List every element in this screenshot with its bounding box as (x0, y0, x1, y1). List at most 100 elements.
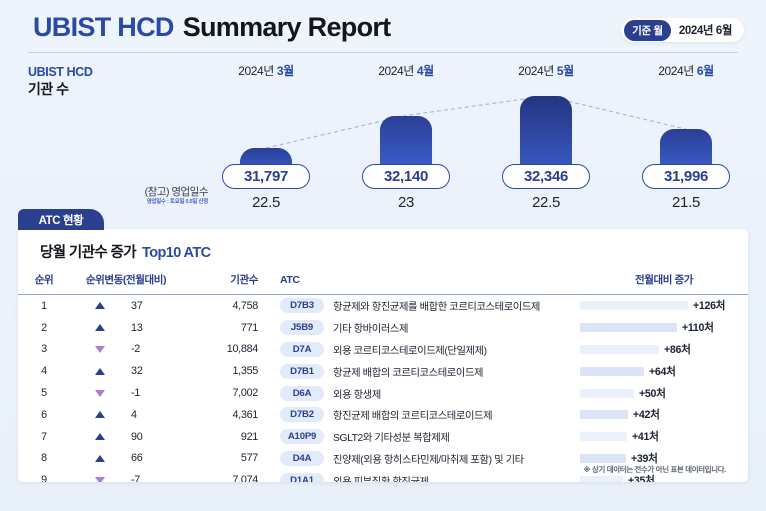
table-row[interactable]: 1 37 4,758 D7B3 항균제와 항진균제를 배합한 코르티코스테로이드제 +12… (18, 295, 748, 317)
cell-increase: +50처 (580, 382, 748, 404)
cell-atc: D7B1 항균제 배합의 코르티코스테로이드제 (280, 360, 580, 382)
cell-increase: +86처 (580, 339, 748, 361)
cell-institution-count: 7,074 (232, 474, 258, 482)
chart-title-metric: 기관 수 (28, 81, 69, 97)
table-row[interactable]: 7 90 921 A10P9 SGLT2와 기타성분 복합제제 +41처 (18, 426, 748, 448)
cell-rank: 1 (41, 299, 47, 312)
cell-rank: 5 (41, 387, 47, 400)
triangle-up-icon (95, 454, 105, 462)
increase-bar (580, 301, 688, 311)
triangle-up-icon (95, 302, 105, 310)
cell-increase: +35처 (580, 469, 748, 482)
cell-atc: J5B9 기타 항바이러스제 (280, 317, 580, 339)
atc-code-badge: A10P9 (280, 429, 324, 445)
bar-business-days: 23 (397, 194, 415, 211)
cell-increase: +41처 (580, 426, 748, 448)
atc-description: 기타 항바이러스제 (333, 324, 409, 336)
triangle-down-icon (95, 389, 105, 397)
cell-rank-change: 90 (70, 426, 182, 448)
rank-change-value: -7 (131, 474, 141, 482)
col-rank: 순위 (18, 267, 70, 295)
increase-bar (580, 366, 644, 376)
bar-business-days: 22.5 (252, 194, 280, 211)
atc-code-badge: D1A1 (280, 472, 324, 482)
page-title: UBIST HCD Summary Report (33, 12, 391, 43)
tab-atc-status[interactable]: ATC 현황 (18, 209, 104, 230)
table-row[interactable]: 2 13 771 J5B9 기타 항바이러스제 +110처 (18, 317, 748, 339)
cell-atc: A10P9 SGLT2와 기타성분 복합제제 (280, 426, 580, 448)
atc-code-badge: D7A (280, 341, 324, 357)
bar-column: 2024년 3월 31,797 22.5 (196, 56, 336, 211)
cell-rank: 8 (41, 452, 47, 465)
cell-atc: D7A 외용 코르티코스테로이드제(단일제제) (280, 339, 580, 361)
bar-group: 2024년 3월 31,797 22.5 2024년 4월 32,140 23 2024년 … (196, 56, 756, 211)
cell-increase: +64처 (580, 360, 748, 382)
cell-rank: 9 (41, 474, 47, 482)
table-row[interactable]: 4 32 1,355 D7B1 항균제 배합의 코르티코스테로이드제 +64처 (18, 360, 748, 382)
bar-business-days: 22.5 (532, 194, 560, 211)
cell-increase: +110처 (580, 317, 748, 339)
header-divider (28, 52, 738, 53)
table-row[interactable]: 5 -1 7,002 D6A 외용 항생제 +50처 (18, 382, 748, 404)
rank-change-value: -2 (131, 343, 141, 356)
increase-value: +42처 (633, 409, 660, 422)
page-title-main: Summary Report (182, 12, 391, 42)
bar-value-label: 31,996 (642, 164, 730, 189)
cell-rank: 3 (41, 343, 47, 356)
cell-atc: D4A 진양제(외용 항히스타민제/마취제 포함) 및 기타 (280, 447, 580, 469)
triangle-down-icon (95, 476, 105, 482)
rank-change-value: 90 (131, 430, 143, 443)
increase-bar (580, 475, 623, 482)
cell-atc: D7B3 항균제와 항진균제를 배합한 코르티코스테로이드제 (280, 295, 580, 317)
bar-column: 2024년 6월 31,996 21.5 (616, 56, 756, 211)
increase-value: +110처 (682, 322, 714, 335)
increase-bar (580, 410, 628, 420)
cell-institution-count: 1,355 (232, 365, 258, 378)
triangle-up-icon (95, 411, 105, 419)
rank-change-value: 13 (131, 321, 143, 334)
cell-institution-count: 577 (240, 452, 258, 465)
increase-value: +41처 (632, 431, 659, 444)
increase-bar (580, 432, 627, 442)
card-title-main: 당월 기관수 증가 (40, 245, 137, 261)
bar-month-label: 2024년 6월 (658, 64, 714, 78)
increase-value: +50처 (639, 387, 666, 400)
triangle-up-icon (95, 367, 105, 375)
business-days-label: (참고) 영업일수 (144, 186, 209, 198)
table-row[interactable]: 8 66 577 D4A 진양제(외용 항히스타민제/마취제 포함) 및 기타 +39처 (18, 447, 748, 469)
col-atc: ATC (280, 267, 580, 295)
cell-atc: D7B2 항진균제 배합의 코르티코스테로이드제 (280, 404, 580, 426)
table-row[interactable]: 3 -2 10,884 D7A 외용 코르티코스테로이드제(단일제제) +86처 (18, 339, 748, 361)
atc-description: 외용 코르티코스테로이드제(단일제제) (333, 345, 487, 357)
reference-month-badge: 기준 월 2024년 6월 (621, 18, 744, 42)
top10-atc-table: 순위 순위변동(전월대비) 기관수 ATC 전월대비 증가 1 37 4,758 D7… (18, 267, 748, 482)
atc-code-badge: D4A (280, 450, 324, 466)
increase-value: +126처 (693, 300, 726, 313)
increase-bar (580, 453, 626, 463)
bar-month-label: 2024년 3월 (238, 64, 294, 78)
bar-month-label: 2024년 4월 (378, 64, 434, 78)
cell-rank-change: 37 (70, 295, 182, 317)
increase-bar (580, 323, 677, 333)
business-days-sublabel: 영업일수 : 토요일 0.5일 산정 (146, 199, 208, 205)
rank-change-value: 32 (131, 365, 143, 378)
atc-description: 진양제(외용 항히스타민제/마취제 포함) 및 기타 (333, 454, 524, 466)
cell-atc: D6A 외용 항생제 (280, 382, 580, 404)
increase-value: +64처 (649, 365, 676, 378)
page-title-brand: UBIST HCD (33, 12, 174, 42)
cell-rank-change: -1 (70, 382, 182, 404)
rank-change-value: -1 (131, 387, 141, 400)
table-row[interactable]: 9 -7 7,074 D1A1 외용 피부질환 항진균제 +35처 (18, 469, 748, 482)
rank-change-value: 66 (131, 452, 143, 465)
cell-rank: 4 (41, 365, 47, 378)
atc-description: 외용 항생제 (333, 389, 381, 401)
rank-change-value: 37 (131, 299, 143, 312)
table-head: 순위 순위변동(전월대비) 기관수 ATC 전월대비 증가 (18, 267, 748, 295)
cell-increase: +126처 (580, 295, 748, 317)
atc-code-badge: D6A (280, 385, 324, 401)
cell-institution-count: 4,361 (232, 408, 258, 421)
table-row[interactable]: 6 4 4,361 D7B2 항진균제 배합의 코르티코스테로이드제 +42처 (18, 404, 748, 426)
bar-value-label: 32,346 (502, 164, 590, 189)
atc-code-badge: D7B3 (280, 298, 324, 314)
table-body: 1 37 4,758 D7B3 항균제와 항진균제를 배합한 코르티코스테로이드제 +12… (18, 295, 748, 482)
